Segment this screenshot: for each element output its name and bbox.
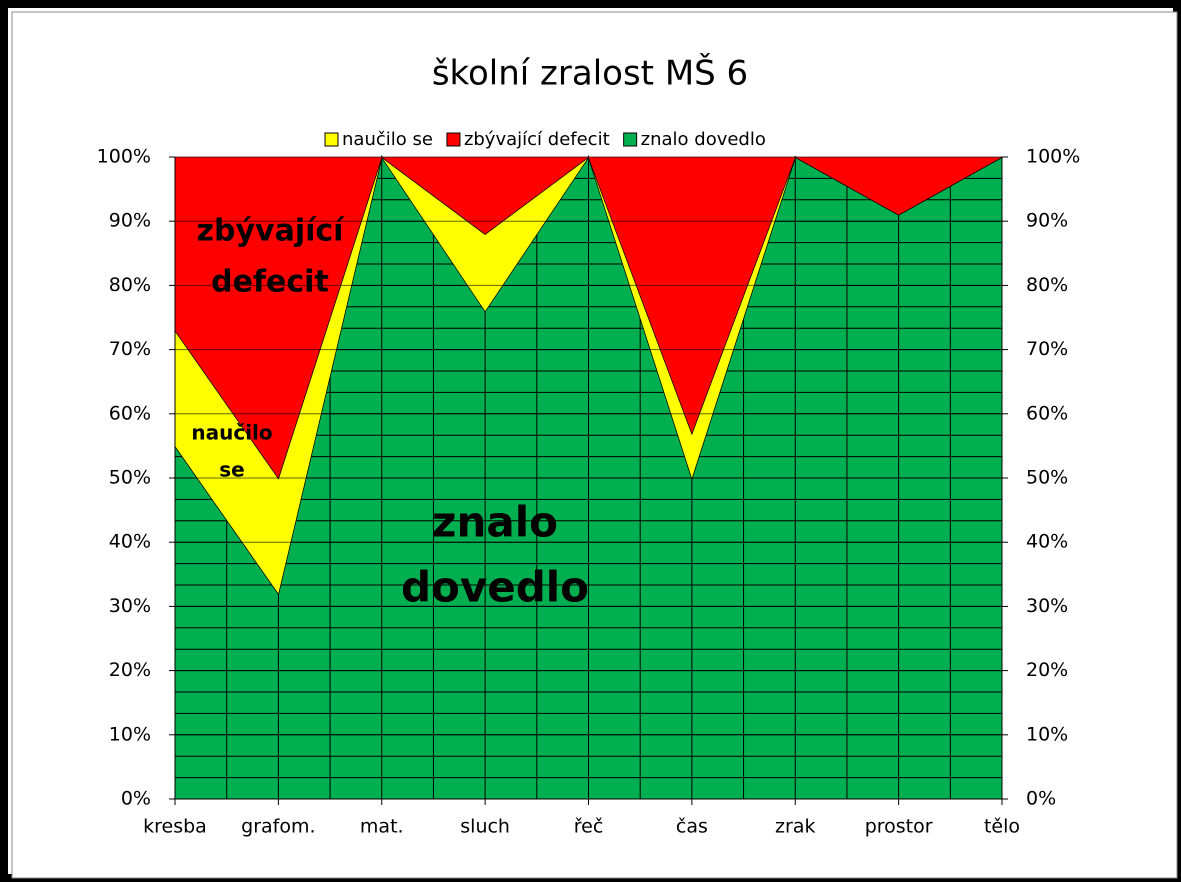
y-tick-label: 0% bbox=[121, 788, 151, 810]
x-tick-label: čas bbox=[676, 816, 708, 838]
y-tick-label: 90% bbox=[109, 210, 151, 232]
chart-title: školní zralost MŠ 6 bbox=[432, 53, 748, 94]
y-tick-label: 70% bbox=[109, 338, 151, 360]
x-tick-label: mat. bbox=[360, 816, 404, 838]
legend-swatch bbox=[446, 132, 461, 147]
y-tick-label: 20% bbox=[109, 659, 151, 681]
annotation: znalo bbox=[432, 498, 558, 547]
x-tick-label: zrak bbox=[775, 816, 815, 838]
y2-tick-label: 30% bbox=[1026, 595, 1068, 617]
legend-label: zbývající defecit bbox=[464, 129, 610, 150]
area bbox=[175, 157, 1002, 594]
legend-label: znalo dovedlo bbox=[641, 129, 766, 150]
y-tick-label: 30% bbox=[109, 595, 151, 617]
area bbox=[175, 157, 1002, 478]
x-tick-label: grafom. bbox=[241, 816, 315, 838]
annotation: naučilo bbox=[191, 421, 272, 445]
x-tick-label: kresba bbox=[143, 816, 207, 838]
x-tick-label: prostor bbox=[865, 816, 933, 838]
legend-label: naučilo se bbox=[342, 129, 433, 150]
annotation: defecit bbox=[211, 265, 329, 300]
annotation: se bbox=[219, 458, 244, 482]
y2-tick-label: 90% bbox=[1026, 210, 1068, 232]
x-tick-label: sluch bbox=[460, 816, 510, 838]
y-tick-label: 80% bbox=[109, 274, 151, 296]
y2-tick-label: 20% bbox=[1026, 659, 1068, 681]
y2-tick-label: 100% bbox=[1026, 146, 1080, 168]
y2-tick-label: 80% bbox=[1026, 274, 1068, 296]
y2-tick-label: 10% bbox=[1026, 723, 1068, 745]
y-tick-label: 100% bbox=[97, 146, 151, 168]
y2-tick-label: 70% bbox=[1026, 338, 1068, 360]
annotation: dovedlo bbox=[401, 563, 589, 612]
annotation: zbývající bbox=[197, 214, 346, 249]
legend-swatch bbox=[623, 132, 638, 147]
y-tick-label: 50% bbox=[109, 467, 151, 489]
y-tick-label: 60% bbox=[109, 402, 151, 424]
y2-tick-label: 60% bbox=[1026, 402, 1068, 424]
y-tick-label: 40% bbox=[109, 531, 151, 553]
x-tick-label: řeč bbox=[574, 816, 604, 838]
x-tick-label: tělo bbox=[984, 816, 1020, 838]
y-tick-label: 10% bbox=[109, 723, 151, 745]
y2-tick-label: 0% bbox=[1026, 788, 1056, 810]
y2-tick-label: 40% bbox=[1026, 531, 1068, 553]
legend-swatch bbox=[324, 132, 339, 147]
y2-tick-label: 50% bbox=[1026, 467, 1068, 489]
